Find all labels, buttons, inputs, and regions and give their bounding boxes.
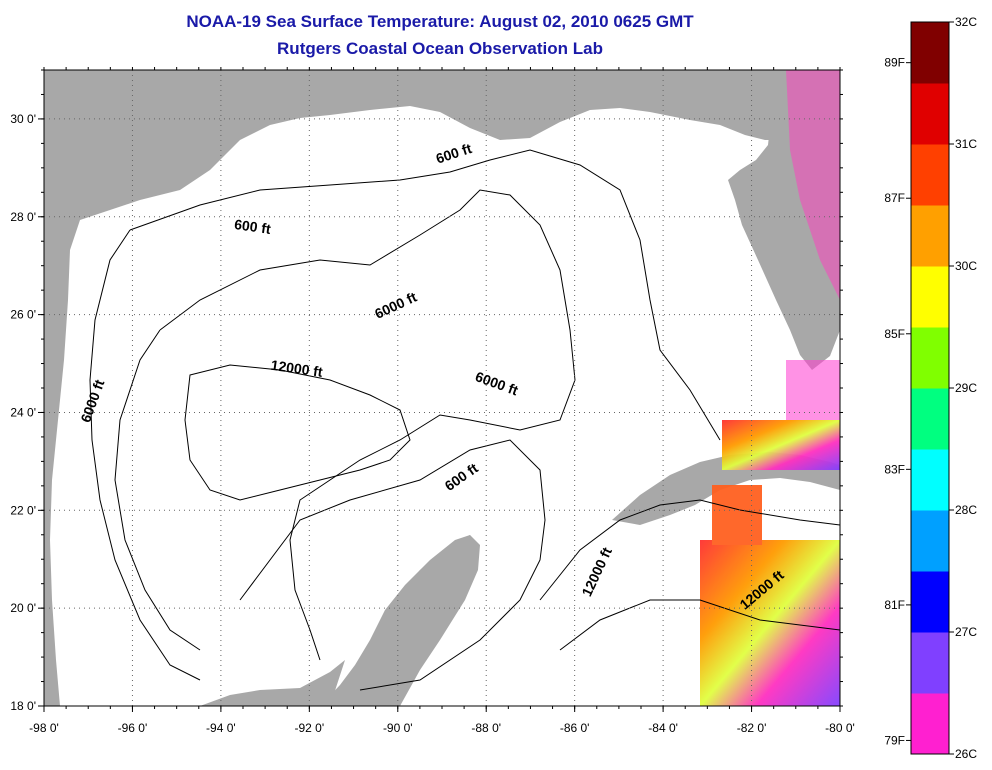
- celsius-label: 31C: [955, 137, 977, 151]
- colorbar-segment: [911, 205, 949, 267]
- celsius-label: 32C: [955, 15, 977, 29]
- contour-12000ft: [184, 364, 411, 501]
- colorbar-segment: [911, 632, 949, 694]
- colorbar-segment: [911, 327, 949, 389]
- celsius-label: 27C: [955, 625, 977, 639]
- axes: -98 0' -96 0' -94 0' -92 0' -90 0' -88 0' -86 …: [10, 67, 855, 735]
- lat-tick-label: 26 0': [10, 308, 36, 322]
- lon-tick-label: -84 0': [648, 721, 678, 735]
- celsius-label: 30C: [955, 259, 977, 273]
- map-title: NOAA-19 Sea Surface Temperature: August …: [186, 12, 694, 31]
- contour-12000ft-caribbean: [539, 499, 840, 601]
- contour-label: 12000 ft: [270, 357, 324, 380]
- lon-tick-label: -94 0': [206, 721, 236, 735]
- lon-tick-label: -80 0': [825, 721, 855, 735]
- colorbar-segment: [911, 571, 949, 633]
- lon-tick-label: -88 0': [471, 721, 501, 735]
- colorbar-segment: [911, 83, 949, 145]
- lon-tick-label: -82 0': [737, 721, 767, 735]
- lon-tick-label: -90 0': [383, 721, 413, 735]
- lat-tick-label: 24 0': [10, 405, 36, 419]
- colorbar-segment: [911, 510, 949, 572]
- lon-tick-label: -92 0': [295, 721, 325, 735]
- land-cuba: [612, 452, 840, 525]
- celsius-label: 28C: [955, 503, 977, 517]
- land-north-america: [44, 70, 840, 706]
- fahrenheit-label: 85F: [884, 327, 905, 341]
- colorbar-segment: [911, 693, 949, 755]
- celsius-label: 26C: [955, 747, 977, 761]
- colorbar-segment: [911, 144, 949, 206]
- fahrenheit-label: 89F: [884, 56, 905, 70]
- lon-tick-label: -98 0': [29, 721, 59, 735]
- lon-tick-label: -96 0': [118, 721, 148, 735]
- fahrenheit-label: 87F: [884, 191, 905, 205]
- lat-lon-grid: [44, 70, 840, 706]
- lat-tick-label: 18 0': [10, 699, 36, 713]
- map-subtitle: Rutgers Coastal Ocean Observation Lab: [277, 39, 603, 58]
- lat-tick-label: 28 0': [10, 210, 36, 224]
- colorbar-segment: [911, 388, 949, 450]
- colorbar-segment: [911, 266, 949, 328]
- lat-tick-label: 30 0': [10, 112, 36, 126]
- contour-600ft-west: [89, 229, 201, 681]
- lat-tick-label: 22 0': [10, 503, 36, 517]
- contour-600ft-shelf: [129, 149, 721, 441]
- celsius-label: 29C: [955, 381, 977, 395]
- contour-600ft-yucatan: [239, 439, 546, 691]
- lon-tick-label: -86 0': [560, 721, 590, 735]
- fahrenheit-label: 81F: [884, 598, 905, 612]
- colorbar-segment: [911, 449, 949, 511]
- colorbar-segment: [911, 22, 949, 84]
- contour-deep-caribbean: [559, 599, 840, 651]
- fahrenheit-label: 83F: [884, 462, 905, 476]
- sst-swath-east: [700, 70, 840, 706]
- contour-label: 600 ft: [233, 216, 272, 237]
- fahrenheit-label: 79F: [884, 733, 905, 747]
- lat-tick-label: 20 0': [10, 601, 36, 615]
